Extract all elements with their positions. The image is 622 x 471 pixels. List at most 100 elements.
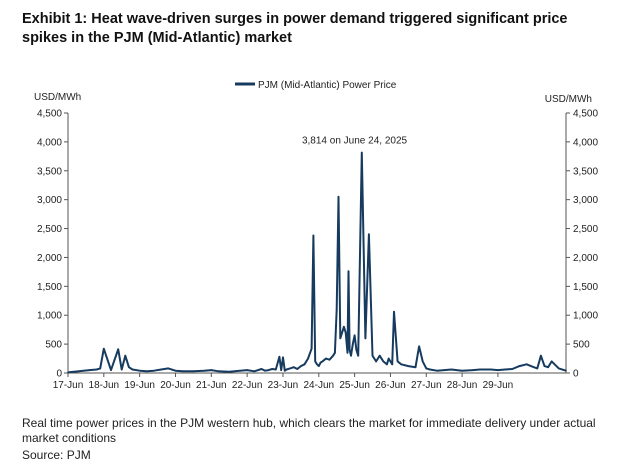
data-point — [337, 195, 340, 198]
data-point — [260, 368, 263, 370]
data-point — [203, 369, 205, 372]
data-point — [360, 151, 363, 154]
data-point — [88, 369, 91, 371]
data-point — [479, 368, 481, 371]
data-point — [99, 367, 102, 370]
data-point — [550, 360, 553, 363]
y-tick-label-left: 3,000 — [37, 195, 62, 206]
y-tick-label-right: 1,500 — [573, 282, 598, 293]
data-point — [357, 354, 360, 357]
x-tick-label: 25-Jun — [339, 380, 370, 391]
data-point — [153, 369, 155, 372]
data-point — [314, 360, 317, 363]
y-tick-label-right: 4,000 — [573, 137, 598, 148]
data-point — [543, 365, 546, 367]
data-point — [319, 361, 322, 364]
data-point — [547, 366, 549, 369]
chart-source: Source: PJM — [22, 448, 91, 462]
data-point — [307, 357, 309, 360]
y-tick-label-right: 4,500 — [573, 109, 598, 120]
data-point — [271, 368, 274, 370]
data-point — [497, 369, 499, 371]
data-point — [387, 357, 390, 360]
data-point — [334, 351, 336, 354]
data-point — [138, 369, 141, 372]
data-point — [353, 334, 356, 337]
data-point — [278, 356, 281, 358]
data-point — [443, 369, 445, 371]
data-point — [396, 360, 399, 363]
data-point — [239, 369, 241, 372]
peak-annotation: 3,814 on June 24, 2025 — [302, 136, 408, 147]
y-tick-label-left: 0 — [56, 369, 62, 380]
data-point — [192, 370, 195, 373]
data-point — [525, 363, 528, 366]
data-point — [425, 367, 428, 370]
x-tick-label: 23-Jun — [268, 380, 299, 391]
data-point — [103, 347, 105, 350]
data-point — [375, 360, 377, 363]
data-point — [210, 369, 213, 371]
data-point — [110, 369, 112, 371]
x-tick-label: 28-Jun — [447, 380, 478, 391]
data-point — [429, 368, 431, 371]
data-point — [418, 345, 420, 348]
data-point — [335, 308, 338, 311]
data-point — [274, 368, 277, 371]
data-point — [280, 369, 282, 371]
data-point — [296, 368, 299, 370]
x-tick-label: 20-Jun — [160, 380, 191, 391]
chart-caption: Real time power prices in the PJM wester… — [22, 416, 596, 445]
data-point — [558, 367, 560, 370]
chart-title: Exhibit 1: Heat wave-driven surges in po… — [22, 11, 568, 46]
data-point — [124, 354, 127, 357]
x-tick-label: 24-Jun — [304, 380, 335, 391]
y-tick-label-left: 1,000 — [37, 311, 62, 322]
data-point — [246, 369, 248, 371]
data-point — [504, 368, 506, 371]
data-point — [347, 270, 350, 273]
data-point — [518, 365, 521, 367]
data-point — [95, 368, 98, 371]
data-point — [389, 360, 392, 363]
data-point — [540, 354, 542, 357]
x-tick-label: 17-Jun — [53, 380, 84, 391]
data-point — [321, 360, 324, 363]
data-point — [386, 363, 388, 366]
data-point — [565, 369, 567, 372]
data-point — [532, 366, 535, 369]
data-point — [536, 367, 539, 370]
series-line — [67, 151, 567, 374]
data-point — [346, 351, 349, 354]
data-point — [282, 356, 284, 359]
data-point — [400, 363, 402, 366]
data-point — [316, 363, 318, 366]
data-point — [328, 358, 331, 361]
data-point — [450, 368, 453, 371]
y-tick-label-left: 3,500 — [37, 166, 62, 177]
data-point — [77, 370, 80, 373]
data-point — [174, 369, 177, 372]
data-point — [414, 366, 417, 369]
data-point — [167, 367, 170, 370]
x-tick-label: 22-Jun — [232, 380, 263, 391]
data-point — [117, 348, 119, 351]
data-point — [489, 368, 492, 371]
x-tick-label: 19-Jun — [124, 380, 155, 391]
data-point — [407, 365, 410, 367]
y-axis-label-left: USD/MWh — [34, 92, 81, 103]
data-point — [332, 354, 334, 357]
data-point — [343, 325, 345, 328]
data-point — [300, 365, 302, 367]
data-point — [283, 369, 286, 372]
y-tick-label-right: 2,000 — [573, 253, 598, 264]
x-tick-label: 18-Jun — [89, 380, 120, 391]
data-point — [217, 370, 220, 373]
y-tick-label-right: 1,000 — [573, 311, 598, 322]
data-point — [253, 370, 256, 373]
data-point — [131, 368, 134, 371]
x-tick-label: 29-Jun — [483, 380, 514, 391]
data-point — [355, 349, 358, 351]
data-point — [312, 234, 315, 237]
